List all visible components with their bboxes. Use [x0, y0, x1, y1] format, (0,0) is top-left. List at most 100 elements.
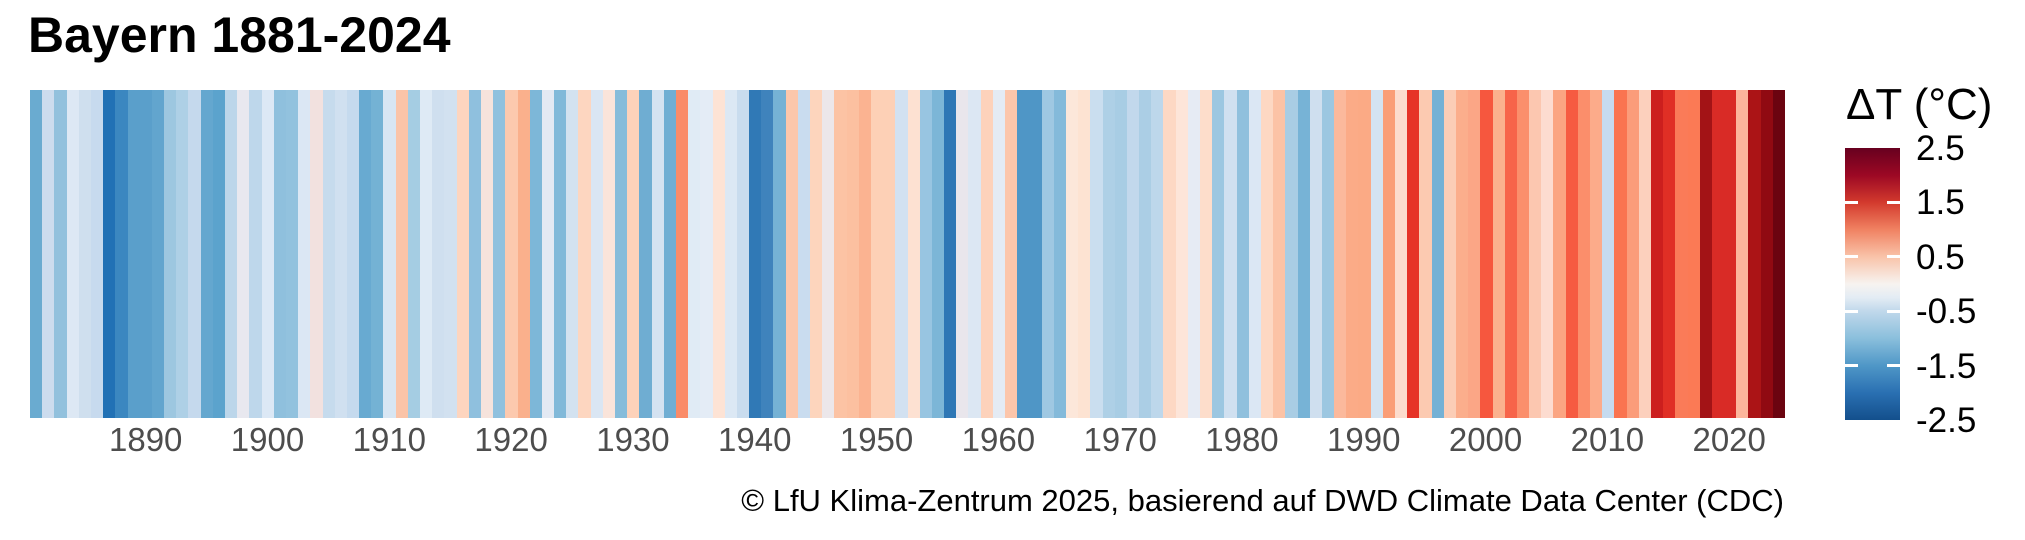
year-stripe — [554, 90, 567, 418]
year-stripe — [749, 90, 762, 418]
x-axis-label: 2000 — [1448, 421, 1523, 458]
year-stripe — [1492, 90, 1505, 418]
legend-tick-label: 2.5 — [1916, 129, 1965, 168]
x-axis-label: 1930 — [596, 421, 670, 458]
year-stripe — [1711, 90, 1725, 418]
year-stripe — [627, 90, 640, 418]
year-stripe — [468, 90, 481, 418]
year-stripe — [1139, 90, 1152, 418]
colorbar-tick — [1845, 255, 1858, 259]
year-stripe — [310, 90, 323, 418]
year-stripe — [1224, 90, 1237, 418]
year-stripe — [1443, 90, 1456, 418]
year-stripe — [334, 90, 347, 418]
year-stripe — [883, 90, 896, 418]
year-stripe — [1626, 90, 1639, 418]
year-stripe — [237, 90, 250, 418]
stripes-panel — [30, 90, 1785, 418]
year-stripe — [1285, 90, 1298, 418]
year-stripe — [444, 90, 457, 418]
legend-tick-label: -2.5 — [1916, 401, 1977, 440]
year-stripe — [956, 90, 969, 418]
x-axis-label: 1950 — [839, 421, 914, 458]
year-stripe — [590, 90, 603, 418]
year-stripe — [1638, 90, 1651, 418]
colorbar-tick — [1887, 364, 1900, 368]
year-stripe — [785, 90, 798, 418]
year-stripe — [651, 90, 664, 418]
year-stripe — [1187, 90, 1200, 418]
year-stripe — [1370, 90, 1383, 418]
year-stripe — [1005, 90, 1018, 418]
year-stripe — [1346, 90, 1359, 418]
year-stripe — [1248, 90, 1261, 418]
year-stripe — [1297, 90, 1310, 418]
year-stripe — [1541, 90, 1554, 418]
year-stripe — [1687, 90, 1700, 418]
year-stripe — [1675, 90, 1688, 418]
year-stripe — [541, 90, 555, 418]
year-stripe — [578, 90, 591, 418]
year-stripe — [1614, 90, 1627, 418]
year-stripe — [1553, 90, 1566, 418]
year-stripe — [761, 90, 774, 418]
x-axis-label: 2010 — [1570, 421, 1645, 458]
year-stripe — [1017, 90, 1030, 418]
year-stripe — [846, 90, 859, 418]
year-stripe — [420, 90, 433, 418]
year-stripe — [1736, 90, 1749, 418]
year-stripe — [164, 90, 177, 418]
year-stripe — [1431, 90, 1444, 418]
year-stripe — [919, 90, 932, 418]
year-stripe — [225, 90, 238, 418]
x-axis-label: 1980 — [1205, 421, 1279, 458]
year-stripe — [834, 90, 847, 418]
legend-title: ΔT (°C) — [1846, 80, 1993, 129]
year-stripe — [1114, 90, 1127, 418]
year-stripe — [1236, 90, 1249, 418]
year-stripe — [1407, 90, 1420, 418]
x-axis-label: 1910 — [352, 421, 427, 458]
year-stripe — [1273, 90, 1286, 418]
year-stripe — [42, 90, 55, 418]
year-stripe — [688, 90, 701, 418]
year-stripe — [1760, 90, 1773, 418]
year-stripe — [78, 90, 91, 418]
year-stripe — [371, 90, 384, 418]
year-stripe — [1358, 90, 1371, 418]
legend-tick-label: -1.5 — [1916, 346, 1977, 386]
year-stripe — [407, 90, 420, 418]
year-stripe — [1163, 90, 1176, 418]
year-stripe — [1382, 90, 1395, 418]
legend-tick-label: 0.5 — [1916, 237, 1965, 277]
year-stripe — [1468, 90, 1481, 418]
year-stripe — [822, 90, 835, 418]
year-stripe — [1053, 90, 1066, 418]
year-stripe — [1602, 90, 1615, 418]
year-stripe — [700, 90, 713, 418]
year-stripe — [1699, 90, 1712, 418]
colorbar-tick — [1845, 200, 1858, 204]
year-stripe — [1504, 90, 1517, 418]
year-stripe — [1516, 90, 1530, 418]
year-stripe — [980, 90, 993, 418]
year-stripe — [870, 90, 884, 418]
year-stripe — [103, 90, 116, 418]
year-stripe — [992, 90, 1005, 418]
year-stripe — [968, 90, 981, 418]
year-stripe — [90, 90, 104, 418]
year-stripe — [1455, 90, 1469, 418]
year-stripe — [1321, 90, 1335, 418]
year-stripe — [602, 90, 615, 418]
year-stripe — [1041, 90, 1054, 418]
year-stripe — [151, 90, 165, 418]
year-stripe — [298, 90, 311, 418]
year-stripe — [395, 90, 408, 418]
year-stripe — [1650, 90, 1664, 418]
year-stripe — [615, 90, 628, 418]
year-stripe — [176, 90, 189, 418]
year-stripe — [480, 90, 494, 418]
year-stripe — [895, 90, 908, 418]
year-stripe — [1175, 90, 1188, 418]
